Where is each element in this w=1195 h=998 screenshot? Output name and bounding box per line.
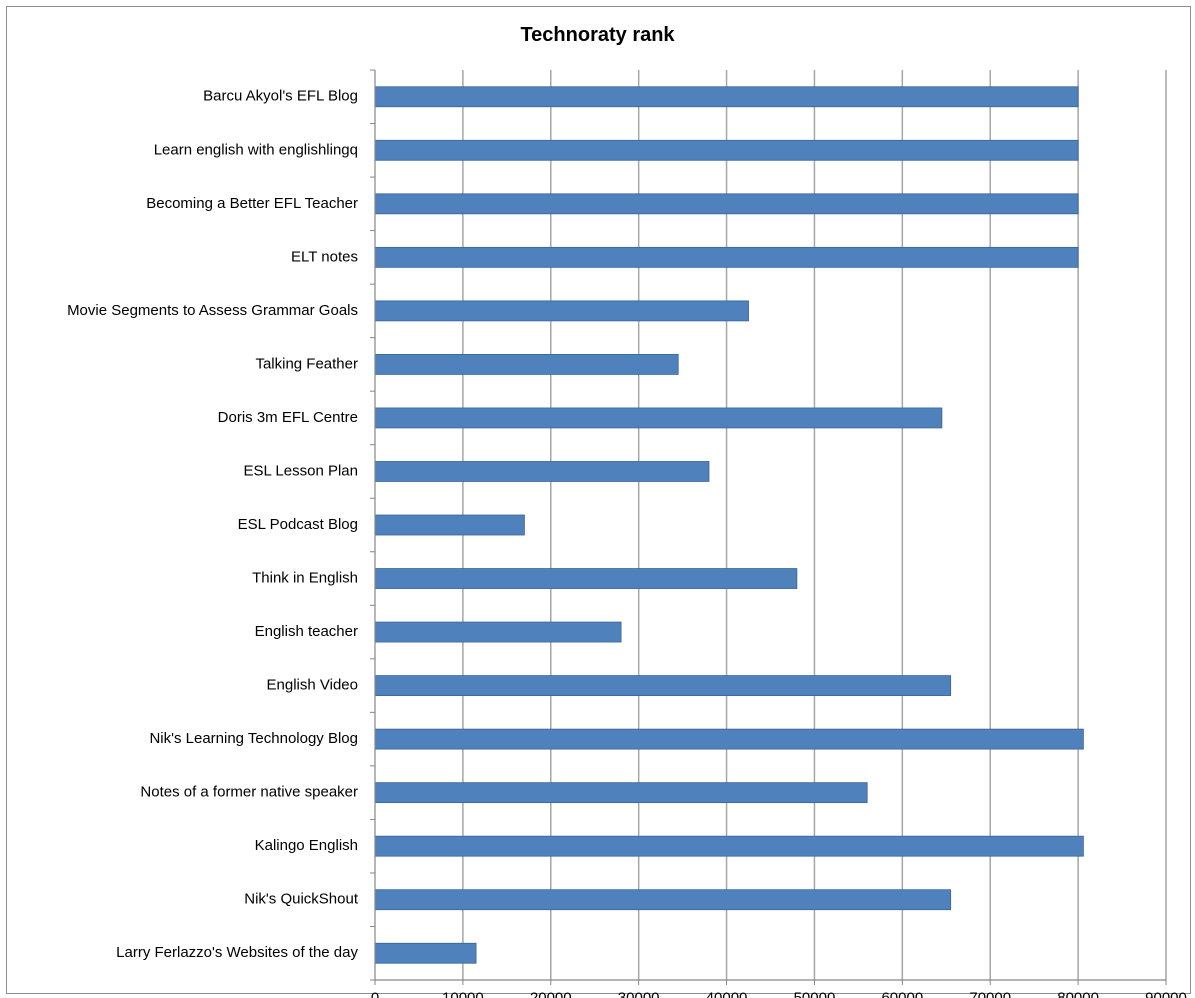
bar (374, 193, 1079, 215)
category-label: Larry Ferlazzo's Websites of the day (116, 944, 358, 961)
bar (374, 407, 943, 429)
bar (374, 246, 1079, 268)
x-tick-label: 40000 (706, 989, 748, 998)
bar (374, 461, 710, 482)
category-label: English teacher (255, 623, 358, 640)
category-label: Talking Feather (255, 355, 358, 372)
category-label: Becoming a Better EFL Teacher (146, 195, 358, 212)
x-tick-label: 10000 (442, 989, 484, 998)
x-tick-label: 70000 (969, 989, 1011, 998)
x-tick-label: 20000 (530, 989, 572, 998)
category-label: English Video (267, 677, 358, 694)
axes (370, 69, 1167, 985)
category-label: ESL Podcast Blog (238, 516, 358, 533)
category-label: Notes of a former native speaker (140, 784, 358, 801)
category-label: ELT notes (291, 248, 358, 265)
x-tick-labels: 0 10000 20000 30000 40000 50000 60000 70000 8000… (371, 989, 1187, 998)
category-label: Movie Segments to Assess Grammar Goals (67, 302, 358, 319)
bar (374, 942, 477, 964)
x-tick-label: 80000 (1057, 989, 1099, 998)
bar (374, 675, 952, 696)
bar (374, 300, 749, 322)
bar (374, 354, 679, 375)
category-labels: Barcu Akyol's EFL Blog Learn english with… (67, 88, 359, 961)
bar (374, 86, 1079, 108)
category-label: Learn english with englishlingq (154, 141, 358, 158)
category-label: Nik's QuickShout (244, 891, 359, 908)
bar (374, 728, 1084, 750)
x-tick-label: 90000 (1145, 989, 1187, 998)
bar (374, 889, 952, 911)
bar (374, 514, 525, 536)
bars (374, 86, 1084, 964)
chart-title: Technoraty rank (520, 24, 675, 46)
category-label: Doris 3m EFL Centre (218, 409, 358, 426)
bar (374, 835, 1084, 857)
bar (374, 621, 622, 643)
category-label: Kalingo English (255, 837, 358, 854)
bar (374, 782, 868, 804)
x-tick-label: 60000 (881, 989, 923, 998)
x-tick-label: 50000 (794, 989, 836, 998)
category-label: Think in English (252, 569, 358, 586)
category-label: Nik's Learning Technology Blog (149, 730, 358, 747)
bar (374, 139, 1079, 161)
gridlines (462, 70, 1167, 980)
bar (374, 568, 798, 589)
x-tick-label: 30000 (618, 989, 660, 998)
category-label: Barcu Akyol's EFL Blog (203, 88, 358, 105)
category-label: ESL Lesson Plan (243, 462, 358, 479)
chart-frame (6, 6, 1191, 994)
x-tick-label: 0 (371, 989, 379, 998)
